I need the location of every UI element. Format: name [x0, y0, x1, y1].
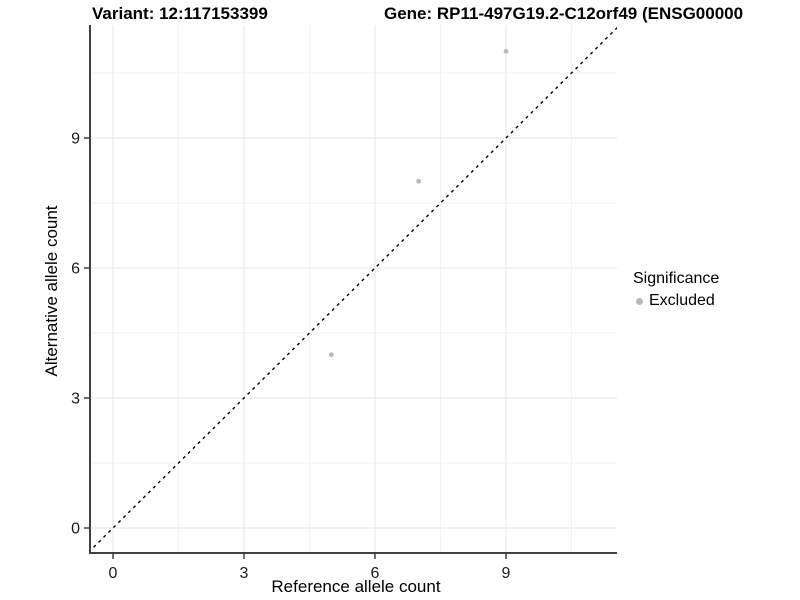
x-axis-label: Reference allele count: [271, 577, 440, 596]
plot-title-variant: Variant: 12:117153399: [92, 4, 268, 23]
y-axis-label: Alternative allele count: [42, 205, 61, 376]
y-tick-label: 3: [71, 391, 80, 408]
x-tick-label: 6: [371, 565, 380, 582]
x-tick-label: 3: [240, 565, 249, 582]
identity-line: [90, 26, 617, 552]
plot-title-gene: Gene: RP11-497G19.2-C12orf49 (ENSG00000: [384, 4, 744, 23]
legend-entry-label: Excluded: [649, 292, 715, 309]
data-point: [503, 48, 509, 54]
y-tick-label: 0: [71, 521, 80, 538]
x-tick-label: 0: [109, 565, 118, 582]
x-tick-label: 9: [502, 565, 511, 582]
y-tick-label: 6: [71, 261, 80, 278]
legend-title: Significance: [633, 270, 720, 287]
y-tick-label: 9: [71, 131, 80, 148]
data-point: [416, 178, 422, 184]
data-point: [328, 352, 334, 358]
legend-entry-excluded: Excluded: [636, 292, 719, 310]
legend: Significance Excluded: [633, 270, 719, 310]
legend-point-icon: [636, 297, 643, 305]
